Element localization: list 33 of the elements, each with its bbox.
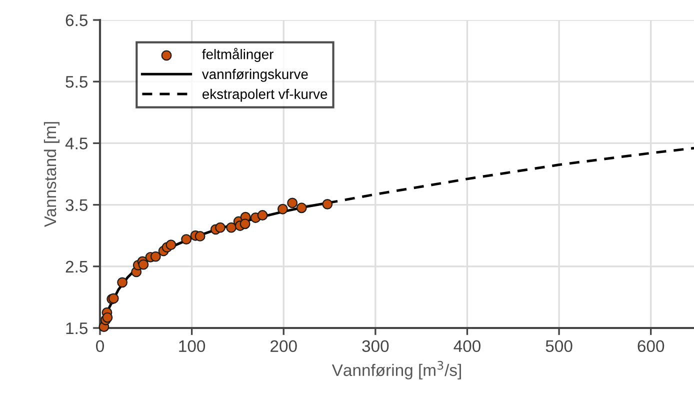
point bbox=[194, 231, 206, 242]
legend-label: feltmålinger bbox=[202, 48, 274, 62]
point bbox=[240, 218, 250, 230]
legend-label: vannføringskurve bbox=[202, 68, 308, 82]
legend-label: ekstrapolert vf-kurve bbox=[202, 88, 328, 102]
point bbox=[102, 312, 113, 323]
point bbox=[117, 277, 128, 288]
point bbox=[322, 198, 333, 210]
y-tick-label: 3.5 bbox=[66, 199, 88, 212]
point bbox=[277, 204, 288, 214]
x-tick-label: 300 bbox=[362, 340, 389, 352]
point bbox=[181, 234, 192, 245]
x-tick-label: 600 bbox=[638, 340, 664, 352]
x-axis-title: Vannføring [m$^{3}$/s] bbox=[332, 360, 461, 380]
point bbox=[296, 202, 307, 214]
y-tick-label: 6.5 bbox=[66, 14, 88, 26]
y-axis-title: Vannstand [m] bbox=[44, 122, 60, 228]
point bbox=[150, 251, 161, 262]
x-tick-label: 500 bbox=[546, 340, 572, 352]
x-tick-label: 200 bbox=[270, 340, 297, 352]
point bbox=[215, 222, 226, 233]
point bbox=[138, 259, 149, 270]
y-tick-label: 4.5 bbox=[65, 138, 88, 150]
point bbox=[257, 210, 268, 220]
x-tick-label: 0 bbox=[96, 340, 104, 352]
point bbox=[226, 222, 236, 233]
point bbox=[166, 240, 176, 250]
point bbox=[287, 198, 298, 208]
y-tick-label: 1.5 bbox=[66, 322, 88, 334]
x-tick-label: 100 bbox=[179, 340, 206, 352]
x-tick-label: 400 bbox=[454, 340, 480, 352]
y-tick-label: 5.5 bbox=[66, 76, 88, 88]
y-tick-label: 2.5 bbox=[66, 260, 88, 273]
